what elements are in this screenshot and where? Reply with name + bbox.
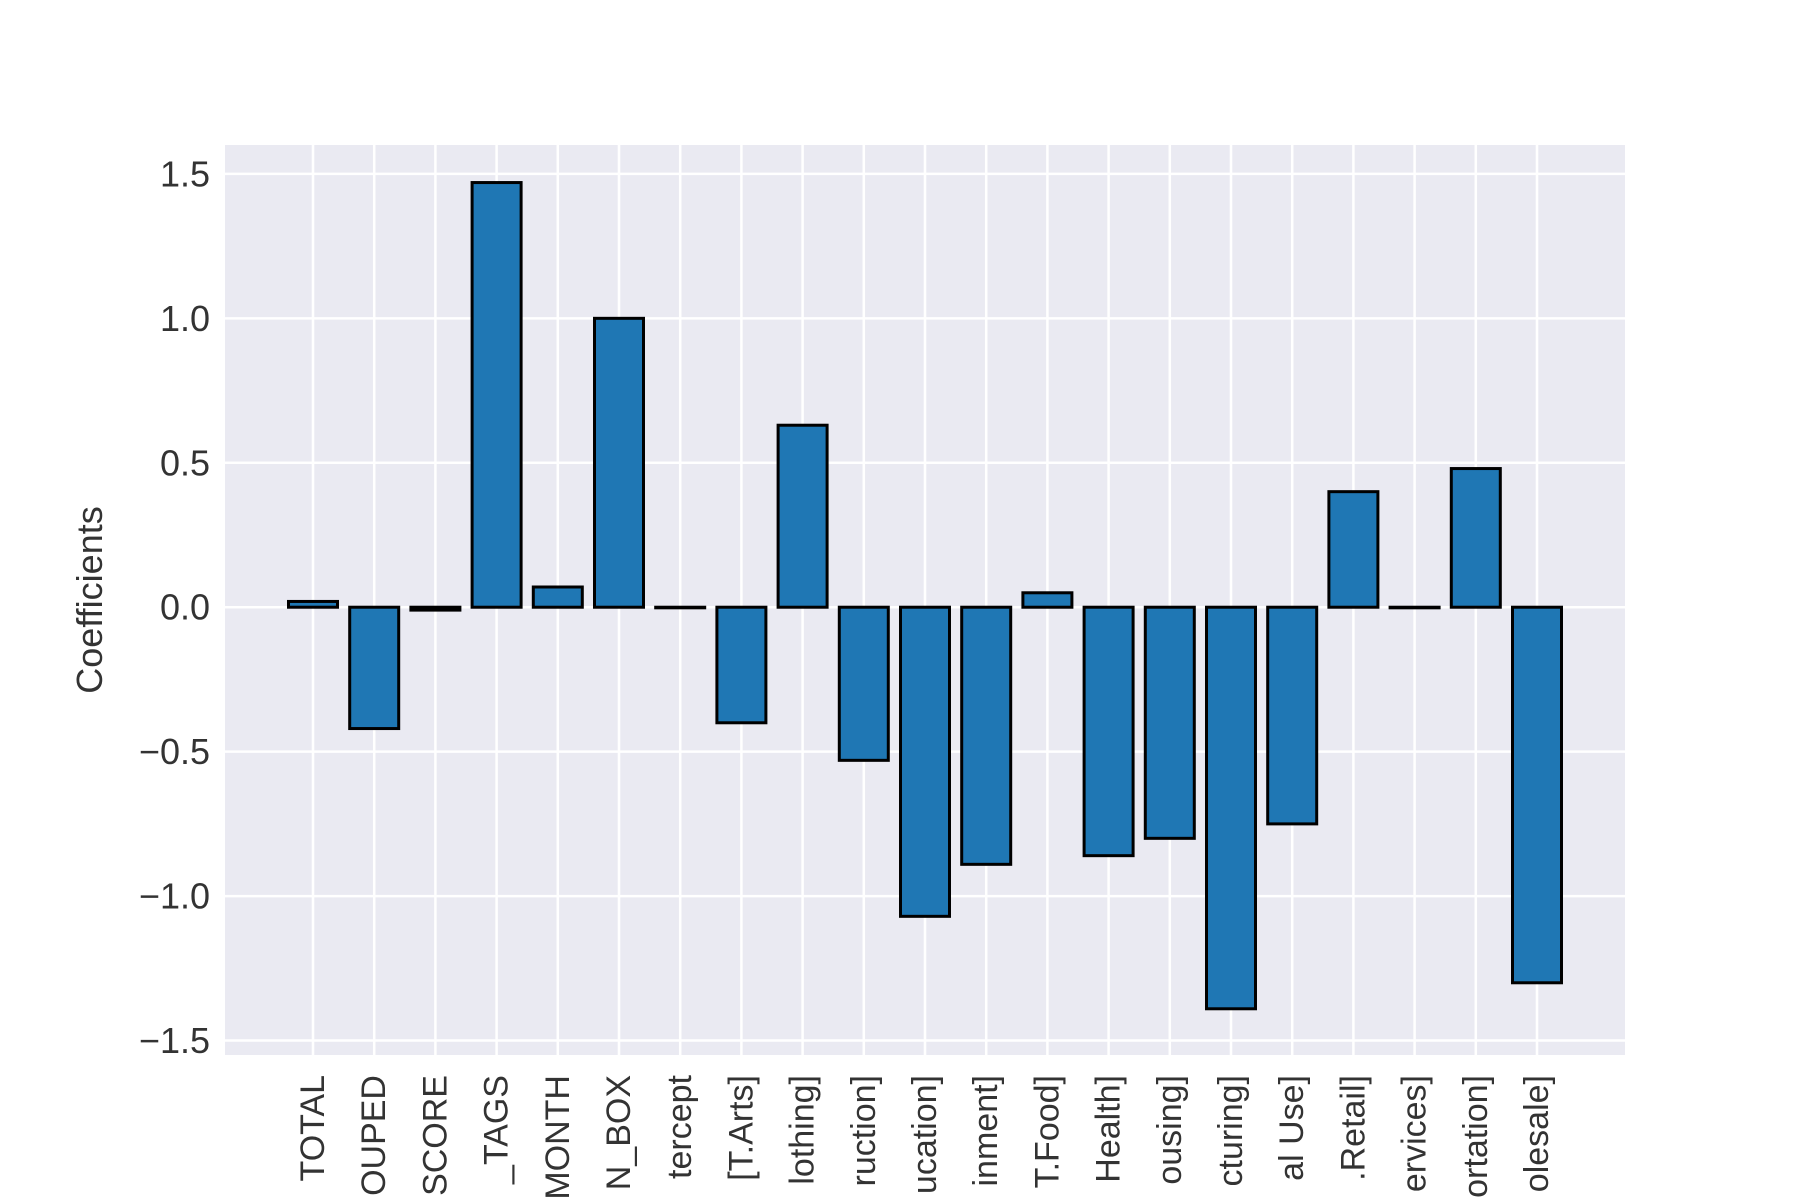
x-tick-label: ortation] [1457,1075,1495,1198]
bar [1205,605,1257,1011]
bar [837,605,890,762]
bar [348,605,401,731]
y-tick-label: −1.0 [139,876,210,917]
bar [776,423,829,609]
bar [1388,605,1441,610]
bar [1327,490,1380,609]
y-tick-labels: −1.5 −1.0 −0.5 0.0 0.5 1.0 1.5 [139,153,210,1061]
x-tick-label: .Retail] [1334,1075,1372,1181]
bar [1082,605,1135,858]
x-tick-label: al Use] [1273,1075,1311,1181]
bar [531,585,584,609]
bars [287,181,1563,1011]
bar [1143,605,1196,840]
bar [654,605,707,610]
x-tick-label: olesale] [1518,1075,1556,1192]
x-tick-label: T.Food] [1028,1075,1066,1188]
x-tick-labels: TOTAL OUPED SCORE _TAGS MONTH N_BOX tercept [T.… [294,1074,1556,1199]
bar [1511,605,1563,985]
x-tick-label: _TAGS [478,1075,516,1185]
x-tick-label: TOTAL [294,1075,332,1181]
x-tick-label: Health] [1090,1075,1128,1183]
x-tick-label: MONTH [539,1075,577,1200]
x-tick-label: ucation] [906,1075,944,1194]
bar [287,599,339,609]
bar [409,605,462,612]
bar [1021,591,1074,609]
bar [593,316,645,609]
bar [899,605,951,918]
x-tick-label: ervices] [1396,1075,1434,1192]
bar [470,181,523,609]
y-tick-label: 0.0 [160,587,210,628]
x-tick-label: ruction] [845,1075,883,1187]
bar [960,605,1013,866]
y-tick-label: −0.5 [139,731,210,772]
x-tick-label: SCORE [416,1075,454,1196]
bar [715,605,768,725]
x-tick-label: inment] [967,1075,1005,1187]
x-tick-label: ousing] [1151,1075,1189,1185]
bar [1266,605,1319,826]
y-tick-label: 0.5 [160,442,210,483]
y-tick-label: 1.0 [160,298,210,339]
x-tick-label: [T.Arts] [722,1075,760,1181]
y-tick-label: 1.5 [160,153,210,194]
x-tick-label: lothing] [784,1075,822,1185]
x-tick-label: OUPED [355,1075,393,1196]
y-tick-label: −1.5 [139,1020,210,1061]
x-tick-label: cturing] [1212,1075,1250,1187]
x-tick-label: tercept [661,1074,699,1178]
y-axis-label: Coefficients [69,506,110,693]
x-tick-label: N_BOX [600,1075,638,1190]
grid-lines [225,145,1625,1055]
bar [1449,467,1502,609]
